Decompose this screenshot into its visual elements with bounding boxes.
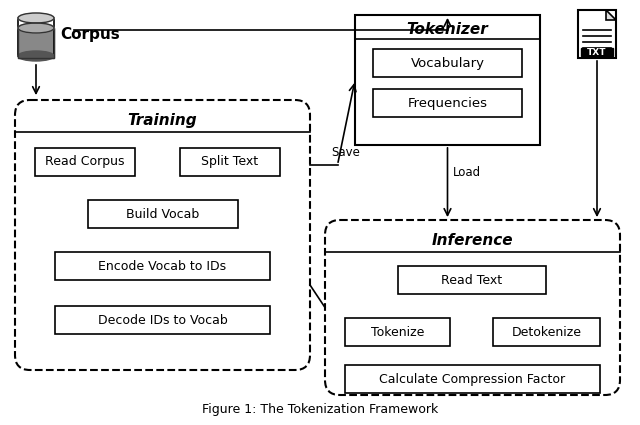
- Text: Split Text: Split Text: [202, 156, 259, 168]
- Polygon shape: [606, 10, 616, 20]
- Text: Frequencies: Frequencies: [408, 96, 488, 110]
- Text: Read Text: Read Text: [442, 274, 502, 286]
- Text: Corpus: Corpus: [60, 26, 120, 42]
- Text: Training: Training: [128, 113, 197, 127]
- Ellipse shape: [18, 23, 54, 33]
- Text: Save: Save: [331, 146, 360, 159]
- Polygon shape: [578, 10, 616, 58]
- Bar: [398, 266, 546, 294]
- Bar: [55, 252, 270, 280]
- FancyBboxPatch shape: [325, 220, 620, 395]
- Bar: [345, 365, 600, 393]
- Text: Vocabulary: Vocabulary: [410, 57, 484, 70]
- Bar: [373, 89, 522, 117]
- Text: Load: Load: [452, 165, 481, 178]
- Text: Tokenize: Tokenize: [371, 326, 424, 338]
- Text: TXT: TXT: [588, 48, 607, 57]
- FancyBboxPatch shape: [15, 100, 310, 370]
- Text: Figure 1: The Tokenization Framework: Figure 1: The Tokenization Framework: [202, 403, 438, 416]
- Bar: [493, 318, 600, 346]
- Bar: [88, 200, 238, 228]
- Bar: [18, 28, 54, 58]
- Text: Encode Vocab to IDs: Encode Vocab to IDs: [99, 260, 227, 272]
- Bar: [55, 306, 270, 334]
- Ellipse shape: [18, 13, 54, 23]
- Bar: [355, 15, 540, 145]
- Ellipse shape: [18, 51, 54, 61]
- Text: Inference: Inference: [432, 232, 513, 247]
- Text: Tokenizer: Tokenizer: [406, 22, 488, 37]
- Bar: [180, 148, 280, 176]
- Text: Build Vocab: Build Vocab: [126, 207, 200, 221]
- Bar: [345, 318, 450, 346]
- Text: Read Corpus: Read Corpus: [45, 156, 125, 168]
- Bar: [373, 49, 522, 77]
- Bar: [35, 148, 135, 176]
- Text: Calculate Compression Factor: Calculate Compression Factor: [380, 372, 566, 385]
- Bar: [18, 28, 54, 58]
- Text: Decode IDs to Vocab: Decode IDs to Vocab: [98, 314, 227, 326]
- Bar: [581, 48, 613, 56]
- Text: Detokenize: Detokenize: [511, 326, 582, 338]
